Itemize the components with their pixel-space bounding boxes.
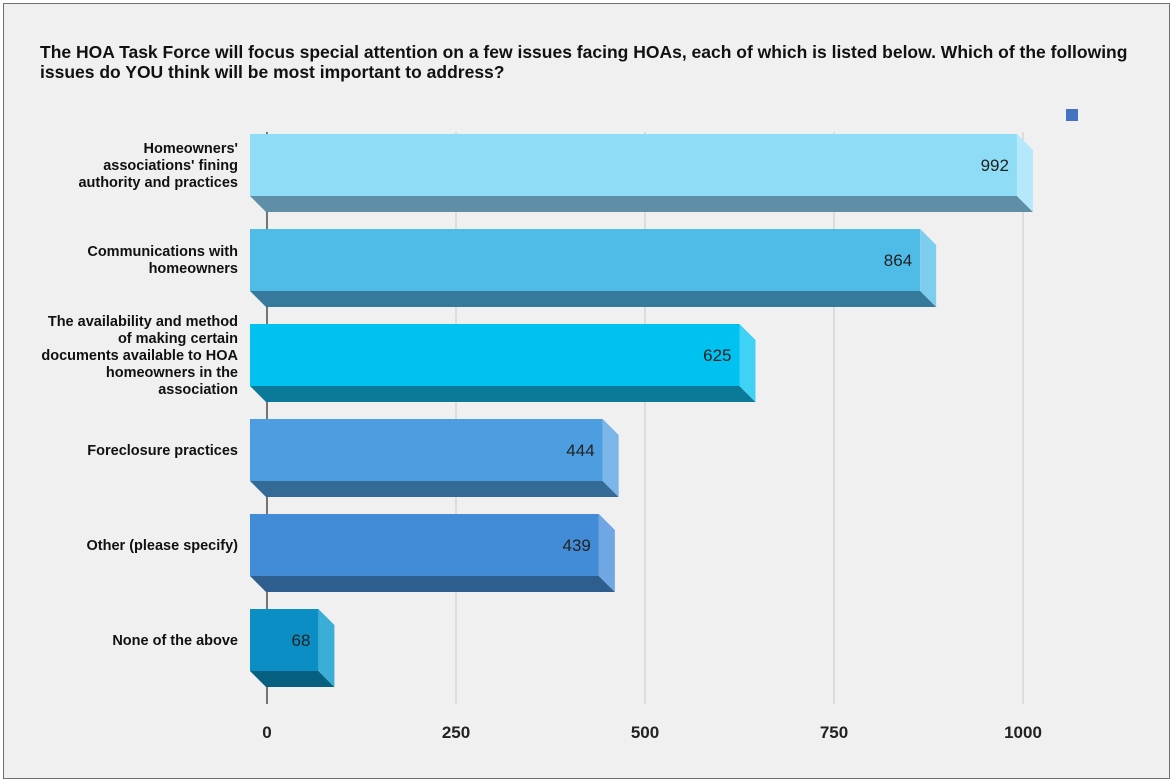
bar-bottom	[250, 481, 619, 497]
bar-bottom	[250, 386, 756, 402]
category-label: None of the above	[112, 632, 238, 649]
data-label: 864	[884, 251, 912, 270]
category-label: Foreclosure practices	[87, 442, 238, 459]
data-label: 68	[291, 631, 310, 650]
bar-side	[1016, 134, 1033, 212]
bar-side	[920, 229, 937, 307]
data-label: 992	[981, 156, 1009, 175]
x-tick-label: 500	[631, 723, 659, 742]
bar-bottom	[250, 576, 615, 592]
bar-bottom	[250, 671, 335, 687]
legend-marker	[1066, 109, 1078, 121]
bar-bottom	[250, 196, 1033, 212]
bar-front	[250, 609, 319, 671]
bar-bottom	[250, 291, 937, 307]
bar-side	[602, 419, 619, 497]
category-label: Other (please specify)	[86, 537, 239, 554]
data-label: 439	[563, 536, 591, 555]
category-label: The availability and method of making ce…	[41, 313, 238, 398]
category-label: Communications with homeowners	[87, 244, 238, 277]
bar-side	[318, 609, 335, 687]
data-label: 625	[703, 346, 731, 365]
x-tick-label: 750	[820, 723, 848, 742]
bar-front	[250, 514, 599, 576]
bar-front	[250, 419, 603, 481]
data-label: 444	[566, 441, 594, 460]
category-label: Homeowners' associations' fining authori…	[78, 140, 238, 191]
x-tick-label: 1000	[1004, 723, 1042, 742]
bar-front	[250, 134, 1017, 196]
bar-side	[598, 514, 615, 592]
bar-side	[739, 324, 756, 402]
chart-title: The HOA Task Force will focus special at…	[40, 42, 1128, 82]
x-tick-label: 0	[262, 723, 271, 742]
bar-front	[250, 229, 921, 291]
x-tick-label: 250	[442, 723, 470, 742]
bar-front	[250, 324, 740, 386]
